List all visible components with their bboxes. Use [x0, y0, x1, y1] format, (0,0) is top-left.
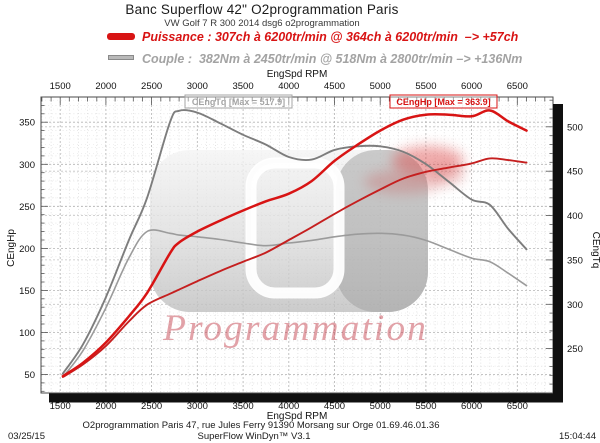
y-left-tick: 350	[19, 118, 35, 129]
x-axis-title-bottom: EngSpd RPM	[267, 411, 328, 422]
x-tick-bottom: 3500	[232, 401, 253, 412]
y-right-tick: 350	[567, 255, 583, 266]
x-axis-title-top: EngSpd RPM	[267, 69, 328, 80]
x-tick-bottom: 4500	[324, 401, 345, 412]
x-tick-bottom: 6500	[507, 401, 528, 412]
x-tick-bottom: 4000	[278, 401, 299, 412]
curve-power-stock	[61, 157, 528, 378]
footer-time: 15:04:44	[559, 431, 596, 442]
y-right-tick: 450	[567, 167, 583, 178]
x-tick-top: 3500	[232, 81, 253, 92]
x-tick-top: 6500	[507, 81, 528, 92]
report-subtitle: VW Golf 7 R 300 2014 dsg6 o2programmatio…	[164, 18, 360, 29]
x-tick-top: 5500	[415, 81, 436, 92]
legend-power-label: Puissance : 307ch à 6200tr/min @ 364ch à…	[142, 30, 519, 44]
x-tick-top: 2000	[95, 81, 116, 92]
x-tick-top: 3000	[187, 81, 208, 92]
curves	[61, 109, 528, 378]
y-left-tick: 250	[19, 202, 35, 213]
power-line-swatch	[107, 33, 135, 40]
x-tick-bottom: 6000	[461, 401, 482, 412]
plot-frame	[40, 96, 554, 394]
annotation-max-torque: CEngTq [Max = 517.9]	[184, 94, 293, 109]
x-tick-bottom: 5500	[415, 401, 436, 412]
watermark-script-text: Programmation	[162, 308, 428, 349]
x-tick-top: 1500	[50, 81, 71, 92]
y-left-tick: 200	[19, 244, 35, 255]
curve-torque-tuned	[61, 109, 528, 375]
x-tick-bottom: 5000	[370, 401, 391, 412]
y-right-tick: 500	[567, 122, 583, 133]
y-right-tick: 400	[567, 211, 583, 222]
footer-address: O2programmation Paris 47, rue Jules Ferr…	[82, 420, 440, 431]
x-tick-top: 2500	[141, 81, 162, 92]
x-tick-bottom: 3000	[187, 401, 208, 412]
y-right-tick: 250	[567, 344, 583, 355]
x-tick-bottom: 2500	[141, 401, 162, 412]
chart-shadow-bar	[49, 104, 563, 403]
torque-line-swatch	[108, 55, 134, 60]
y-left-axis-title: CEngHp	[6, 229, 17, 267]
y-left-tick: 100	[19, 328, 35, 339]
report-title: Banc Superflow 42" O2programmation Paris	[125, 2, 399, 17]
y-right-tick: 300	[567, 300, 583, 311]
x-tick-top: 4000	[278, 81, 299, 92]
x-tick-bottom: 2000	[95, 401, 116, 412]
y-right-axis-title: CEngTq	[590, 232, 600, 269]
annotation-max-power: CEngHp [Max = 363.9]	[389, 94, 498, 109]
legend-torque-label: Couple : 382Nm à 2450tr/min @ 518Nm à 28…	[142, 52, 523, 66]
annotation-text: CEngTq [Max = 517.9]	[192, 97, 285, 107]
axis-labels: 1500 1500 2000 2000 2500 2500 3000 3000 3500 3500…	[6, 69, 600, 422]
curve-power-tuned	[61, 109, 528, 378]
footer-software: SuperFlow WinDyn™ V3.1	[197, 431, 311, 442]
x-tick-top: 4500	[324, 81, 345, 92]
y-left-tick: 150	[19, 286, 35, 297]
annotation-text: CEngHp [Max = 363.9]	[396, 97, 490, 107]
x-tick-top: 6000	[461, 81, 482, 92]
y-left-tick: 50	[24, 370, 35, 381]
watermark-logo: Programmation	[150, 146, 464, 349]
footer-date: 03/25/15	[8, 431, 45, 442]
curve-torque-stock	[62, 229, 528, 378]
y-left-tick: 300	[19, 160, 35, 171]
x-tick-bottom: 1500	[50, 401, 71, 412]
x-tick-top: 5000	[370, 81, 391, 92]
watermark-inner-ring	[245, 157, 345, 299]
